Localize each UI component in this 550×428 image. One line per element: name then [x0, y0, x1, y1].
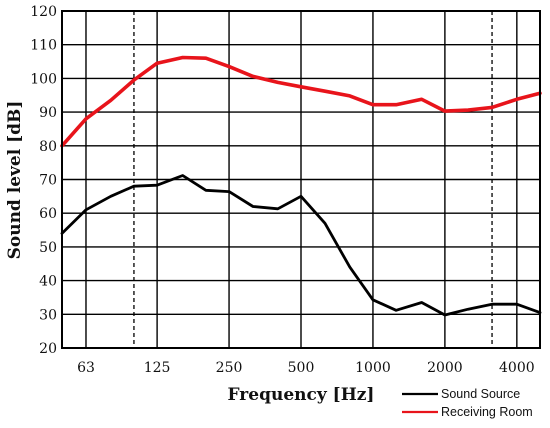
y-tick-label: 30 — [39, 307, 57, 323]
y-tick-label: 50 — [39, 240, 57, 256]
series-line-sound-source — [60, 174, 542, 317]
legend: Sound Source Receiving Room — [402, 387, 533, 419]
x-tick-labels: 63 125 250 500 1000 2000 4000 — [77, 360, 535, 376]
y-tick-label: 120 — [30, 4, 57, 20]
x-tick-label: 500 — [288, 360, 315, 376]
legend-label-sound-source: Sound Source — [441, 387, 520, 401]
y-tick-label: 40 — [39, 274, 57, 290]
plot-border — [61, 10, 541, 349]
y-tick-label: 90 — [39, 105, 57, 121]
y-tick-label: 80 — [39, 139, 57, 155]
y-tick-label: 20 — [39, 341, 57, 357]
x-tick-label: 4000 — [499, 360, 535, 376]
y-axis-title: Sound level [dB] — [5, 101, 25, 260]
x-tick-label: 2000 — [427, 360, 463, 376]
y-tick-label: 100 — [30, 71, 57, 87]
series-line-receiving-room — [60, 55, 542, 148]
x-axis-title: Frequency [Hz] — [228, 385, 375, 405]
series-lines — [60, 55, 542, 317]
x-tick-label: 1000 — [355, 360, 391, 376]
x-tick-label: 250 — [216, 360, 243, 376]
y-tick-label: 70 — [39, 173, 57, 189]
x-tick-label: 63 — [77, 360, 95, 376]
y-tick-label: 60 — [39, 206, 57, 222]
y-tick-label: 110 — [30, 38, 57, 54]
y-tick-labels: 20 30 40 50 60 70 80 90 100 110 120 — [30, 4, 57, 357]
legend-label-receiving-room: Receiving Room — [441, 405, 533, 419]
x-tick-label: 125 — [144, 360, 171, 376]
